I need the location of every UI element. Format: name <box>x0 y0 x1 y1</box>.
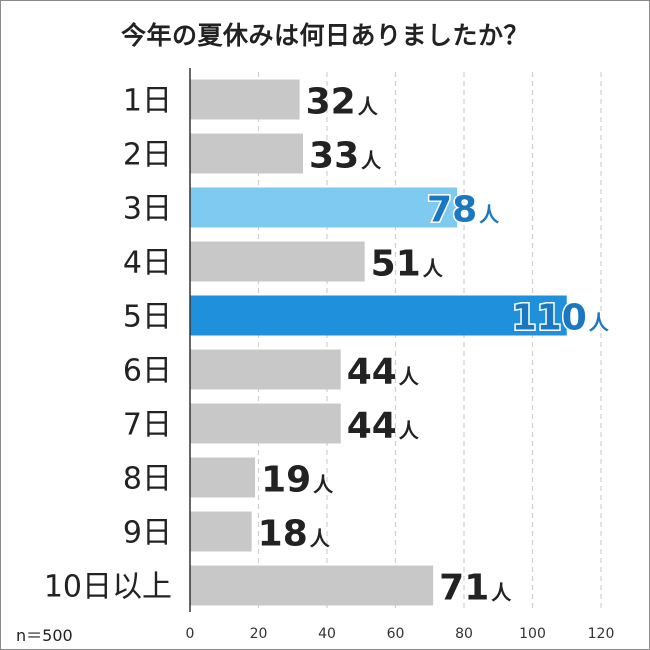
x-tick-label-120: 120 <box>588 626 615 642</box>
value-number: 32 <box>306 82 356 123</box>
category-label-9: 9日 <box>123 516 172 551</box>
value-unit: 人 <box>589 311 610 335</box>
x-tick-label-100: 100 <box>519 626 546 642</box>
bar-5 <box>190 295 567 336</box>
x-tick-label-60: 60 <box>387 626 405 642</box>
value-unit: 人 <box>399 419 420 443</box>
category-label-8: 8日 <box>123 462 172 497</box>
value-unit: 人 <box>491 581 512 605</box>
value-label-6: 44 人 <box>347 352 420 393</box>
category-label-7: 7日 <box>123 408 172 443</box>
x-tick-label-0: 0 <box>186 626 195 642</box>
bar-2 <box>190 133 304 174</box>
bar-7 <box>190 403 341 444</box>
bar-1 <box>190 79 300 120</box>
value-label-3: 78 人 <box>427 190 500 231</box>
value-number: 19 <box>261 460 311 501</box>
value-label-4: 51 人 <box>371 244 444 285</box>
value-unit: 人 <box>358 95 379 119</box>
value-unit: 人 <box>361 149 382 173</box>
x-tick-label-40: 40 <box>318 626 336 642</box>
category-label-4: 4日 <box>123 246 172 281</box>
value-label-9: 18 人 <box>258 514 331 555</box>
value-number: 44 <box>347 352 397 393</box>
value-label-1: 32 人 <box>306 82 379 123</box>
category-label-5: 5日 <box>123 300 172 335</box>
category-label-2: 2日 <box>123 138 172 173</box>
x-tick-label-20: 20 <box>250 626 268 642</box>
value-number: 44 <box>347 406 397 447</box>
value-label-8: 19 人 <box>261 460 334 501</box>
x-tick-label-80: 80 <box>455 626 473 642</box>
value-label-5: 110 人 <box>512 298 610 339</box>
value-unit: 人 <box>310 527 331 551</box>
value-number: 51 <box>371 244 421 285</box>
value-number: 18 <box>258 514 308 555</box>
value-number: 110 <box>512 298 587 339</box>
value-unit: 人 <box>399 365 420 389</box>
value-number: 33 <box>309 136 359 177</box>
value-unit: 人 <box>313 473 334 497</box>
bar-4 <box>190 241 365 282</box>
bar-10 <box>190 565 434 606</box>
bar-9 <box>190 511 252 552</box>
bar-6 <box>190 349 341 390</box>
value-label-10: 71 人 <box>439 568 512 609</box>
value-unit: 人 <box>423 257 444 281</box>
category-label-1: 1日 <box>123 84 172 119</box>
value-label-2: 33 人 <box>309 136 382 177</box>
chart-title: 今年の夏休みは何日ありましたか？ <box>120 21 529 50</box>
bar-3 <box>190 187 458 228</box>
bar-8 <box>190 457 256 498</box>
category-label-10: 10日以上 <box>44 570 172 605</box>
value-number: 71 <box>439 568 489 609</box>
value-unit: 人 <box>479 203 500 227</box>
value-number: 78 <box>427 190 477 231</box>
value-label-7: 44 人 <box>347 406 420 447</box>
category-label-6: 6日 <box>123 354 172 389</box>
category-label-3: 3日 <box>123 192 172 227</box>
sample-size-note: n＝500 <box>16 626 73 645</box>
